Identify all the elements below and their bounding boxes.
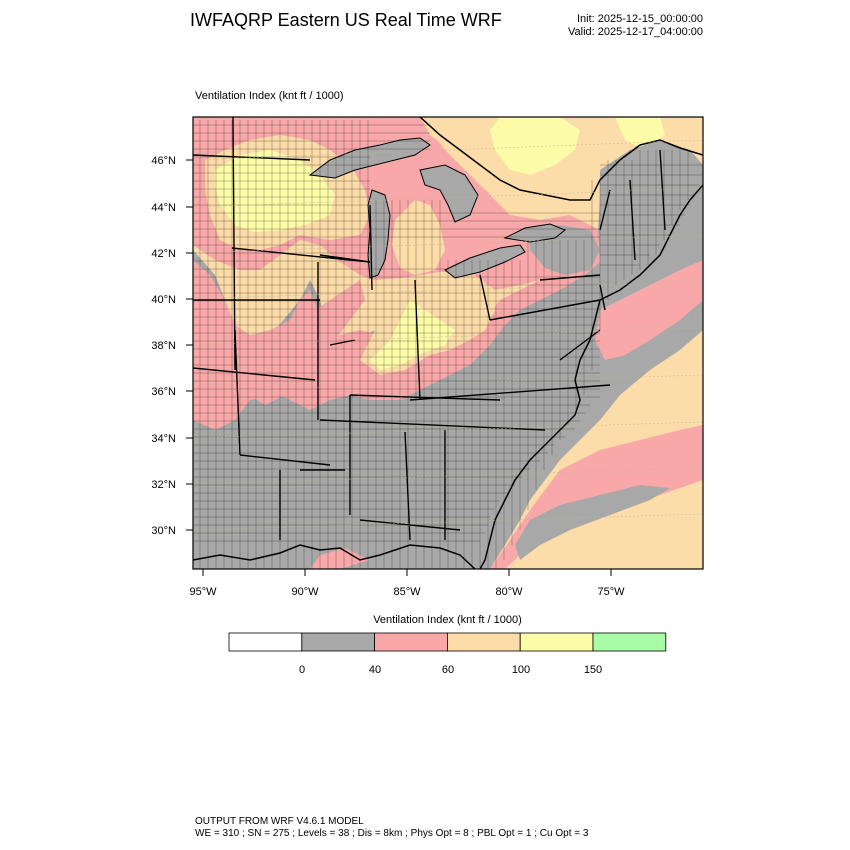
legend-swatch — [374, 632, 448, 652]
field-yellow-north — [215, 150, 335, 232]
legend-swatch — [519, 632, 594, 652]
legend-label-0: 0 — [299, 664, 305, 676]
lon-label-75: 75°W — [597, 586, 625, 598]
lake-erie — [444, 244, 526, 279]
lon-label-90: 90°W — [291, 586, 319, 598]
field-tan-michigan — [392, 200, 445, 275]
map-frame — [192, 116, 704, 570]
gulf-pink — [310, 548, 370, 569]
lat-label-38: 38°N — [151, 340, 176, 352]
lon-label-80: 80°W — [495, 586, 523, 598]
lon-label-95: 95°W — [189, 586, 217, 598]
lat-label-44: 44°N — [151, 202, 176, 214]
state-boundaries — [193, 117, 666, 541]
legend-swatch — [446, 632, 521, 652]
lake-huron — [419, 164, 479, 223]
footer: OUTPUT FROM WRF V4.6.1 MODEL WE = 310 ; … — [195, 816, 588, 840]
init-time: Init: 2025-12-15_00:00:00 — [577, 13, 703, 25]
lake-michigan — [367, 189, 391, 279]
legend-swatch — [228, 632, 303, 652]
legend-label-150: 150 — [584, 664, 602, 676]
lon-label-85: 85°W — [393, 586, 421, 598]
field-pink-midwest — [240, 280, 365, 405]
lake-ontario — [503, 223, 566, 243]
lat-axis: 46°N 44°N 42°N 40°N 38°N 36°N 34°N 32°N … — [151, 155, 193, 537]
field-yellow-canada — [490, 117, 580, 175]
lat-label-46: 46°N — [151, 155, 176, 167]
field-pink-atlantic-1 — [595, 260, 703, 360]
legend-title: Ventilation Index (knt ft / 1000) — [373, 614, 522, 626]
lat-label-42: 42°N — [151, 248, 176, 260]
legend-label-100: 100 — [512, 664, 530, 676]
field-label: Ventilation Index (knt ft / 1000) — [195, 90, 344, 102]
graticule — [193, 139, 703, 531]
footer-line-2: WE = 310 ; SN = 275 ; Levels = 38 ; Dis … — [195, 828, 589, 839]
main-title: IWFAQRP Eastern US Real Time WRF — [190, 10, 502, 30]
legend-label-60: 60 — [442, 664, 454, 676]
legend-colorbar — [228, 632, 667, 652]
lat-label-32: 32°N — [151, 479, 176, 491]
county-lines — [193, 120, 703, 569]
lat-label-36: 36°N — [151, 386, 176, 398]
lon-axis: 95°W 90°W 85°W 80°W 75°W — [189, 569, 625, 598]
legend-swatch — [301, 632, 375, 652]
field-yellow-ohio — [370, 300, 455, 370]
legend-swatch — [592, 632, 667, 652]
lake-superior — [308, 137, 431, 179]
run-info: Init: 2025-12-15_00:00:00 Valid: 2025-12… — [520, 13, 703, 39]
legend-labels: 0 40 60 100 150 — [299, 664, 602, 676]
coastlines — [193, 117, 703, 569]
legend-label-40: 40 — [369, 664, 381, 676]
lat-label-30: 30°N — [151, 525, 176, 537]
lat-label-34: 34°N — [151, 433, 176, 445]
lat-label-40: 40°N — [151, 294, 176, 306]
field-gray-atlantic — [515, 485, 670, 560]
footer-line-1: OUTPUT FROM WRF V4.6.1 MODEL — [195, 816, 364, 827]
valid-time: Valid: 2025-12-17_04:00:00 — [568, 26, 703, 38]
